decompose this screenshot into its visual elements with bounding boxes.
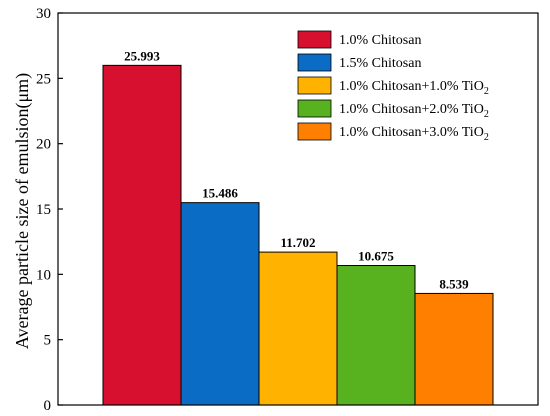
legend-label-text: 1.5% Chitosan <box>339 56 421 71</box>
bar <box>258 251 338 406</box>
legend-swatch <box>297 99 332 118</box>
bar-value-label: 11.702 <box>280 235 315 250</box>
legend-label-text: 1.0% Chitosan+3.0% TiO <box>339 125 484 140</box>
bar <box>336 265 416 406</box>
legend-label: 1.0% Chitosan <box>339 33 421 48</box>
legend-label-subscript: 2 <box>484 132 489 143</box>
data-labels-group: 25.993 15.486 11.702 10.675 8.539 <box>124 48 469 291</box>
legend-swatch <box>297 53 332 72</box>
legend-label: 1.0% Chitosan+3.0% TiO2 <box>339 125 489 143</box>
legend-label-text: 1.0% Chitosan+2.0% TiO <box>339 102 484 117</box>
y-tick-label: 15 <box>36 202 51 218</box>
legend-label-text: 1.0% Chitosan <box>339 33 421 48</box>
bar-value-label: 10.675 <box>358 249 394 264</box>
y-tick-label: 20 <box>36 137 51 153</box>
bar-value-label: 8.539 <box>439 276 469 291</box>
bar-value-label: 25.993 <box>124 48 160 63</box>
bar <box>180 202 260 406</box>
legend-label: 1.5% Chitosan <box>339 56 421 71</box>
bar <box>102 64 182 406</box>
y-axis-title: Average particle size of emulsion(μm) <box>12 73 33 349</box>
legend-label: 1.0% Chitosan+2.0% TiO2 <box>339 102 489 120</box>
y-tick-label: 10 <box>36 267 51 283</box>
legend-label-text: 1.0% Chitosan+1.0% TiO <box>339 79 484 94</box>
legend-swatch <box>297 76 332 95</box>
legend-swatch <box>297 122 332 141</box>
bars-group <box>102 64 494 406</box>
legend-label-subscript: 2 <box>484 109 489 120</box>
legend-label-subscript: 2 <box>484 86 489 97</box>
bar <box>414 292 494 406</box>
plot-frame <box>57 12 539 406</box>
y-tick-label: 5 <box>44 333 52 349</box>
legend-swatch <box>297 30 332 49</box>
bar-value-label: 15.486 <box>202 186 238 201</box>
legend-label: 1.0% Chitosan+1.0% TiO2 <box>339 79 489 97</box>
y-axis-ticks: 0 5 10 15 20 25 30 <box>36 6 63 414</box>
y-tick-label: 30 <box>36 6 51 22</box>
legend: 1.0% Chitosan 1.5% Chitosan 1.0% Chitosan+… <box>297 30 489 143</box>
y-tick-label: 0 <box>44 398 52 414</box>
y-tick-label: 25 <box>36 71 51 87</box>
